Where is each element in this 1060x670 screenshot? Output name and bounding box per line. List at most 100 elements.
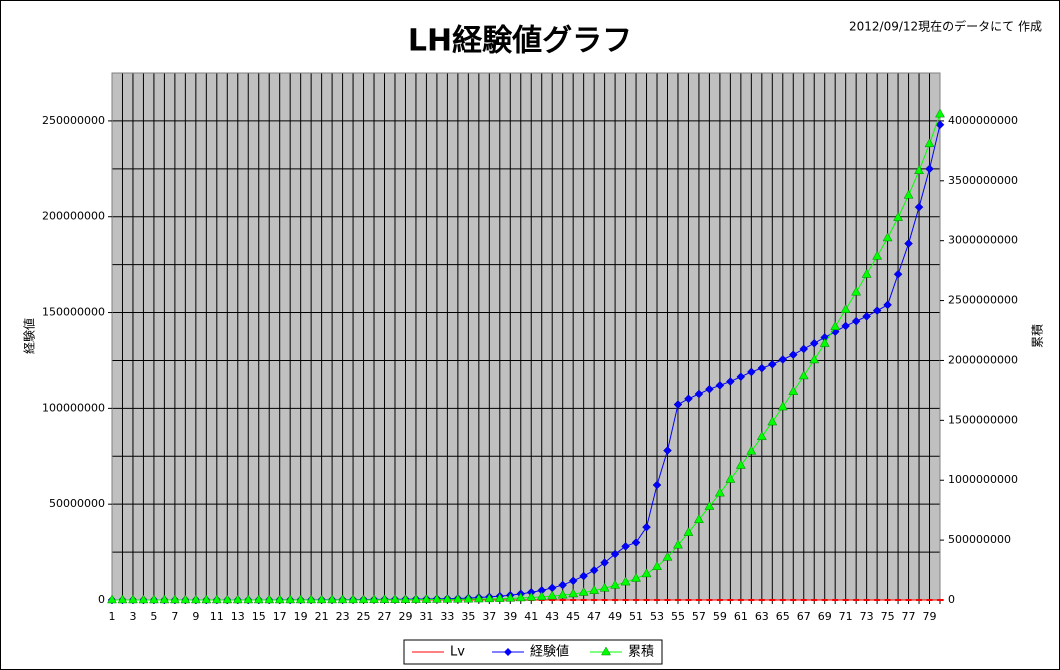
marker xyxy=(841,321,851,331)
marker xyxy=(903,189,914,199)
x-tick-label: 53 xyxy=(650,610,664,623)
marker xyxy=(851,316,861,326)
x-tick-label: 1 xyxy=(109,610,116,623)
marker xyxy=(515,592,526,602)
marker xyxy=(599,582,610,592)
x-tick-label: 49 xyxy=(608,610,622,623)
marker xyxy=(473,593,484,603)
marker xyxy=(579,571,588,581)
marker xyxy=(620,576,631,586)
x-tick-label: 15 xyxy=(252,610,266,623)
marker xyxy=(830,321,841,331)
marker xyxy=(211,594,222,604)
y2-tick-label: 1500000000 xyxy=(948,413,1018,426)
x-tick-label: 23 xyxy=(336,610,350,623)
marker xyxy=(778,355,788,364)
marker xyxy=(201,594,212,604)
marker xyxy=(705,384,714,394)
marker xyxy=(882,232,893,242)
marker xyxy=(421,594,432,603)
marker xyxy=(295,594,306,604)
x-tick-label: 17 xyxy=(273,610,287,623)
x-tick-label: 71 xyxy=(839,610,853,623)
marker xyxy=(726,377,735,386)
marker xyxy=(117,594,128,604)
marker xyxy=(777,401,788,411)
chart-subtitle: 2012/09/12現在のデータにて 作成 xyxy=(849,19,1042,34)
marker xyxy=(243,594,254,604)
marker xyxy=(180,594,191,604)
marker xyxy=(872,250,883,260)
series xyxy=(107,108,945,604)
marker xyxy=(673,539,683,549)
marker xyxy=(714,487,725,497)
x-tick-label: 27 xyxy=(378,610,392,623)
marker xyxy=(861,268,872,278)
marker xyxy=(631,538,641,547)
marker xyxy=(358,594,369,604)
x-tick-label: 37 xyxy=(482,610,496,623)
marker xyxy=(379,594,390,604)
marker xyxy=(264,594,275,604)
x-tick-label: 61 xyxy=(734,610,748,623)
marker xyxy=(600,558,609,567)
marker xyxy=(935,120,945,130)
y2-axis-label: 累積 xyxy=(1030,324,1045,348)
marker xyxy=(935,108,945,118)
marker xyxy=(851,286,862,296)
x-tick-label: 9 xyxy=(192,610,199,623)
marker xyxy=(505,592,516,602)
x-tick-label: 77 xyxy=(902,610,916,623)
marker xyxy=(190,594,201,604)
marker xyxy=(285,594,296,604)
marker xyxy=(914,202,924,212)
marker xyxy=(568,588,579,598)
x-tick-label: 25 xyxy=(357,610,371,623)
marker xyxy=(642,522,651,532)
marker xyxy=(683,527,694,536)
y-tick-label: 250000000 xyxy=(42,114,105,127)
x-tick-label: 11 xyxy=(210,610,224,623)
marker xyxy=(788,350,798,360)
x-tick-label: 67 xyxy=(797,610,811,623)
marker xyxy=(369,594,379,604)
x-tick-label: 57 xyxy=(692,610,706,623)
x-tick-label: 55 xyxy=(671,610,685,623)
marker xyxy=(767,416,778,426)
x-tick-label: 7 xyxy=(171,610,178,623)
x-tick-label: 33 xyxy=(440,610,454,623)
y-tick-label: 0 xyxy=(98,593,105,606)
y-tick-label: 100000000 xyxy=(42,401,105,414)
marker xyxy=(431,594,442,603)
marker xyxy=(159,594,170,604)
marker xyxy=(316,594,327,604)
marker xyxy=(798,370,809,380)
marker xyxy=(138,594,149,604)
x-tick-label: 3 xyxy=(129,610,136,623)
marker xyxy=(756,431,767,441)
marker xyxy=(694,389,704,399)
marker xyxy=(652,480,662,490)
marker xyxy=(253,594,264,604)
y2-tick-label: 3500000000 xyxy=(948,174,1018,187)
marker xyxy=(610,579,621,589)
marker xyxy=(442,593,453,603)
x-tick-label: 75 xyxy=(881,610,895,623)
marker xyxy=(840,304,851,313)
marker xyxy=(631,572,641,582)
marker xyxy=(914,165,924,175)
marker xyxy=(799,344,809,354)
x-tick-label: 39 xyxy=(503,610,517,623)
marker xyxy=(767,359,777,369)
marker xyxy=(463,593,474,603)
marker xyxy=(348,594,358,604)
marker xyxy=(589,565,599,575)
marker xyxy=(452,593,463,603)
marker xyxy=(568,576,578,586)
x-tick-label: 13 xyxy=(231,610,245,623)
marker xyxy=(684,394,693,404)
x-tick-label: 59 xyxy=(713,610,727,623)
marker xyxy=(526,591,537,601)
y-axis-label: 経験値 xyxy=(22,318,37,354)
marker xyxy=(306,594,317,604)
